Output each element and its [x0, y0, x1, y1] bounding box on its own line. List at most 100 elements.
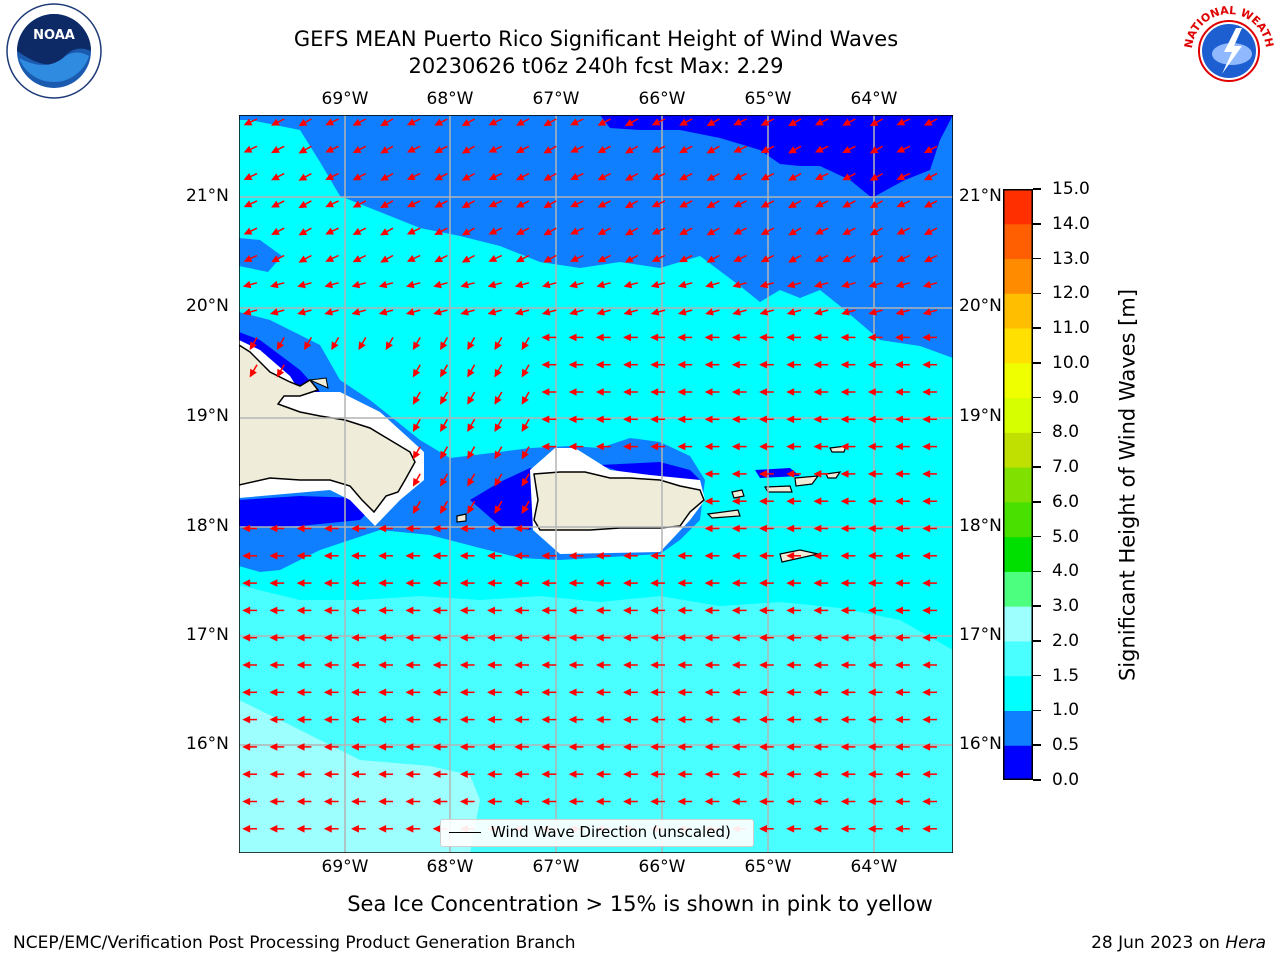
wave-direction-arrow: [731, 470, 747, 478]
wave-direction-arrow: [459, 661, 475, 669]
wave-direction-arrow: [759, 633, 774, 642]
wave-direction-arrow: [733, 172, 747, 180]
wave-direction-arrow: [867, 497, 883, 506]
wave-direction-arrow: [624, 227, 639, 236]
wave-direction-arrow: [351, 715, 366, 724]
wave-direction-arrow: [651, 118, 666, 126]
wave-direction-arrow: [814, 145, 829, 153]
wave-direction-arrow: [759, 770, 774, 779]
wave-direction-arrow: [434, 200, 448, 208]
wave-direction-arrow: [677, 360, 693, 369]
wave-direction-arrow: [568, 715, 584, 724]
land-culebra: [731, 489, 745, 499]
colorbar-tick-label: 4.0: [1052, 561, 1080, 582]
wave-direction-arrow: [269, 524, 285, 533]
wave-direction-arrow: [624, 254, 639, 263]
wave-direction-arrow: [922, 333, 937, 342]
wave-direction-arrow: [467, 418, 476, 433]
wave-direction-arrow: [385, 337, 394, 351]
wave-direction-arrow: [595, 715, 611, 724]
wave-direction-arrow: [677, 661, 693, 669]
wave-direction-arrow: [459, 770, 475, 779]
wave-direction-arrow: [515, 145, 530, 153]
colorbar-tick-mark: [1033, 223, 1041, 225]
wave-direction-arrow: [296, 688, 312, 697]
wave-direction-arrow: [867, 688, 883, 697]
wave-direction-arrow: [867, 743, 883, 751]
wave-direction-arrow: [405, 524, 421, 533]
wave-direction-arrow: [731, 551, 747, 560]
wave-direction-arrow: [896, 118, 911, 126]
wave-direction-arrow: [677, 442, 693, 451]
wave-direction-arrow: [623, 579, 638, 587]
wave-direction-arrow: [487, 606, 502, 615]
wave-direction-arrow: [461, 145, 475, 154]
wave-direction-arrow: [813, 470, 829, 478]
wave-direction-arrow: [595, 661, 611, 669]
wave-direction-arrow: [378, 715, 393, 724]
wave-direction-arrow: [461, 254, 475, 263]
wave-direction-arrow: [568, 743, 584, 751]
colorbar-tick-mark: [1033, 709, 1041, 712]
map-plot: [239, 115, 953, 853]
wave-direction-arrow: [440, 473, 449, 487]
colorbar-segment: [1003, 223, 1033, 260]
wave-direction-arrow: [543, 118, 557, 127]
wave-direction-arrow: [242, 551, 257, 560]
wave-direction-arrow: [351, 824, 366, 833]
wave-direction-arrow: [922, 470, 937, 478]
wave-direction-arrow: [352, 172, 367, 181]
wave-direction-arrow: [597, 254, 611, 263]
wave-direction-arrow: [434, 254, 448, 263]
colorbar-tick-mark: [1033, 396, 1041, 399]
wave-direction-arrow: [704, 606, 720, 615]
wave-direction-arrow: [405, 824, 421, 833]
wave-direction-arrow: [704, 579, 720, 587]
wave-direction-arrow: [405, 280, 421, 289]
wave-direction-arrow: [704, 360, 720, 369]
wave-direction-arrow: [759, 360, 774, 369]
wave-direction-arrow: [514, 551, 529, 560]
wave-direction-arrow: [704, 524, 720, 533]
wave-direction-arrow: [760, 254, 775, 263]
wave-direction-arrow: [814, 227, 829, 235]
wave-direction-arrow: [677, 579, 693, 587]
wave-direction-arrow: [405, 797, 421, 806]
wave-direction-arrow: [514, 770, 529, 779]
colorbar-tick-label: 13.0: [1052, 248, 1090, 269]
wave-direction-arrow: [325, 172, 339, 180]
wave-direction-arrow: [623, 415, 638, 424]
wave-direction-arrow: [243, 254, 258, 262]
wave-direction-arrow: [922, 797, 937, 806]
wave-direction-arrow: [922, 633, 937, 642]
wave-direction-arrow: [623, 661, 638, 669]
wave-band-0.5-north: [239, 115, 953, 358]
colorbar-tick-mark: [1033, 431, 1041, 434]
wave-direction-arrow: [595, 688, 611, 697]
wave-direction-arrow: [514, 797, 529, 806]
wave-direction-arrow: [440, 418, 449, 433]
wave-direction-arrow: [679, 172, 693, 181]
wave-direction-arrow: [269, 606, 285, 615]
colorbar-tick-mark: [1033, 674, 1041, 677]
wave-direction-arrow: [813, 633, 829, 642]
wave-direction-arrow: [869, 118, 883, 127]
wave-direction-arrow: [488, 200, 503, 208]
wave-direction-arrow: [731, 524, 747, 533]
colorbar-tick-mark: [1033, 292, 1041, 295]
wave-direction-arrow: [840, 633, 856, 642]
wave-direction-arrow: [840, 661, 856, 669]
wave-direction-arrow: [514, 524, 529, 533]
wave-direction-arrow: [704, 688, 720, 697]
wave-direction-arrow: [596, 308, 611, 316]
wave-direction-arrow: [732, 280, 747, 289]
wave-direction-arrow: [543, 172, 557, 181]
wave-direction-arrow: [623, 442, 638, 451]
wave-direction-arrow: [595, 360, 611, 369]
wave-direction-arrow: [570, 172, 584, 180]
lat-label-left: 21°N: [186, 186, 229, 206]
wave-direction-arrow: [405, 606, 421, 615]
wave-direction-arrow: [788, 172, 802, 181]
wave-direction-arrow: [650, 606, 665, 615]
colorbar-tick-mark: [1033, 744, 1041, 746]
